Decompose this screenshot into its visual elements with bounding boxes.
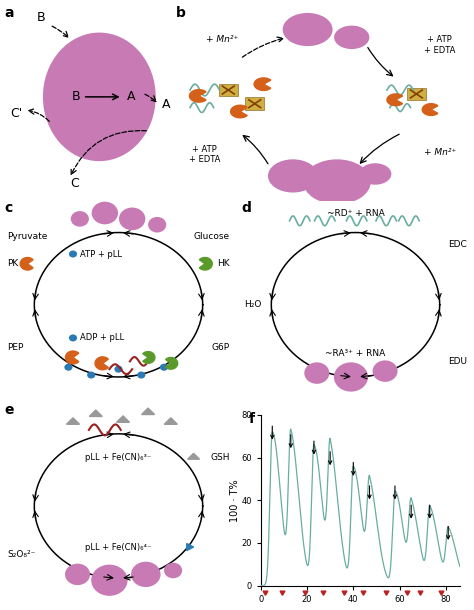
Circle shape bbox=[43, 32, 155, 161]
Text: B: B bbox=[72, 90, 81, 103]
Circle shape bbox=[69, 251, 77, 257]
Y-axis label: 100 · T%: 100 · T% bbox=[230, 479, 240, 522]
Text: S₂O₈²⁻: S₂O₈²⁻ bbox=[7, 550, 36, 559]
Circle shape bbox=[303, 159, 371, 204]
Text: e: e bbox=[5, 403, 14, 417]
Wedge shape bbox=[165, 357, 178, 369]
Text: PK: PK bbox=[7, 259, 18, 268]
Text: A: A bbox=[162, 98, 170, 111]
Circle shape bbox=[71, 211, 89, 227]
Text: Pyruvate: Pyruvate bbox=[7, 232, 47, 241]
Circle shape bbox=[334, 362, 368, 392]
Text: a: a bbox=[5, 6, 14, 20]
Text: EDC: EDC bbox=[448, 240, 467, 249]
Text: ~RA³⁺ + RNA: ~RA³⁺ + RNA bbox=[325, 349, 386, 358]
Circle shape bbox=[164, 562, 182, 578]
Wedge shape bbox=[200, 257, 212, 270]
Text: ADP + pLL: ADP + pLL bbox=[80, 334, 124, 342]
Text: + Mn²⁺: + Mn²⁺ bbox=[206, 35, 238, 44]
Circle shape bbox=[65, 564, 90, 585]
Text: GSH: GSH bbox=[210, 453, 230, 462]
Wedge shape bbox=[20, 257, 33, 270]
Circle shape bbox=[334, 26, 369, 49]
Text: A: A bbox=[127, 90, 135, 103]
Text: C: C bbox=[70, 178, 79, 190]
X-axis label: Time (min): Time (min) bbox=[334, 609, 387, 610]
Wedge shape bbox=[231, 106, 247, 118]
Text: HK: HK bbox=[218, 259, 230, 268]
Wedge shape bbox=[95, 357, 109, 370]
Text: ATP + pLL: ATP + pLL bbox=[80, 249, 122, 259]
Wedge shape bbox=[190, 90, 206, 102]
Polygon shape bbox=[142, 408, 155, 415]
Circle shape bbox=[137, 371, 146, 379]
Circle shape bbox=[114, 365, 123, 373]
Text: C': C' bbox=[10, 107, 22, 120]
Polygon shape bbox=[187, 544, 193, 551]
Circle shape bbox=[283, 13, 333, 46]
Text: ~RD⁺ + RNA: ~RD⁺ + RNA bbox=[327, 209, 384, 218]
Circle shape bbox=[268, 159, 318, 193]
Text: B: B bbox=[37, 11, 46, 24]
Circle shape bbox=[131, 562, 161, 587]
Wedge shape bbox=[254, 78, 271, 90]
Circle shape bbox=[91, 202, 118, 224]
Circle shape bbox=[69, 334, 77, 342]
Circle shape bbox=[160, 364, 168, 371]
Circle shape bbox=[359, 163, 392, 185]
Polygon shape bbox=[66, 418, 80, 425]
Polygon shape bbox=[89, 410, 102, 417]
Text: + ATP
+ EDTA: + ATP + EDTA bbox=[189, 145, 220, 164]
Circle shape bbox=[91, 565, 128, 596]
Polygon shape bbox=[164, 418, 177, 425]
Polygon shape bbox=[117, 416, 129, 422]
Text: c: c bbox=[5, 201, 13, 215]
Wedge shape bbox=[422, 104, 438, 115]
Wedge shape bbox=[65, 351, 79, 364]
Text: b: b bbox=[175, 6, 185, 20]
Wedge shape bbox=[387, 94, 402, 106]
Text: PEP: PEP bbox=[7, 343, 23, 352]
Text: f: f bbox=[249, 412, 255, 426]
Text: G6P: G6P bbox=[212, 343, 230, 352]
Text: pLL + Fe(CN)₆³⁻: pLL + Fe(CN)₆³⁻ bbox=[85, 453, 152, 462]
Text: EDU: EDU bbox=[448, 357, 467, 366]
Wedge shape bbox=[143, 351, 155, 364]
Circle shape bbox=[304, 362, 329, 384]
Text: + ATP
+ EDTA: + ATP + EDTA bbox=[424, 35, 456, 55]
Text: Glucose: Glucose bbox=[194, 232, 230, 241]
Text: pLL + Fe(CN)₆⁴⁻: pLL + Fe(CN)₆⁴⁻ bbox=[85, 542, 152, 551]
FancyBboxPatch shape bbox=[246, 98, 264, 110]
Text: d: d bbox=[242, 201, 252, 215]
Circle shape bbox=[119, 207, 146, 230]
FancyBboxPatch shape bbox=[219, 84, 237, 96]
Polygon shape bbox=[188, 453, 200, 459]
Circle shape bbox=[148, 217, 166, 232]
Circle shape bbox=[64, 364, 73, 371]
FancyBboxPatch shape bbox=[407, 88, 426, 100]
Text: H₂O: H₂O bbox=[244, 300, 261, 309]
Circle shape bbox=[87, 371, 95, 379]
Text: + Mn²⁺: + Mn²⁺ bbox=[424, 148, 456, 157]
Circle shape bbox=[373, 361, 398, 382]
